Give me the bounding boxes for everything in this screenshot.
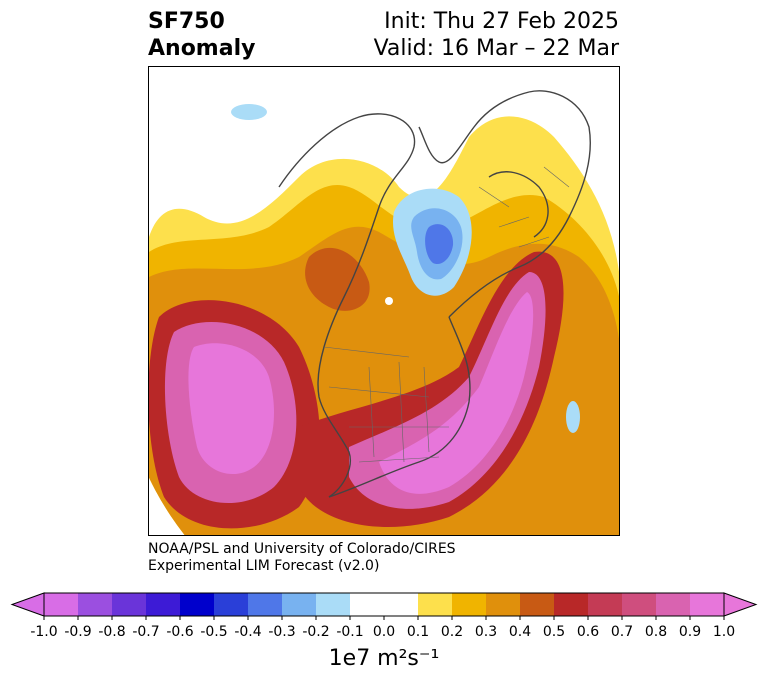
- colorbar-extend-low: [10, 592, 45, 617]
- colorbar-swatch: [214, 593, 249, 616]
- colorbar-tick-label: -0.3: [268, 624, 295, 640]
- colorbar-tick-label: 0.0: [373, 624, 395, 640]
- colorbar-tick-label: -0.7: [132, 624, 159, 640]
- colorbar-swatch: [554, 593, 589, 616]
- colorbar-swatch: [44, 593, 79, 616]
- colorbar-tick-label: 0.4: [509, 624, 531, 640]
- pole-marker: [385, 297, 393, 305]
- colorbar-swatch: [112, 593, 147, 616]
- colorbar-tick-label: 0.9: [679, 624, 701, 640]
- small-negative-anomaly: [566, 401, 580, 433]
- colorbar-tick-label: -0.4: [234, 624, 261, 640]
- colorbar-tick-label: -0.1: [336, 624, 363, 640]
- colorbar-tick-label: 1.0: [713, 624, 735, 640]
- forecast-dates: Init: Thu 27 Feb 2025 Valid: 16 Mar – 22…: [374, 8, 619, 62]
- north-negative-patch: [231, 104, 267, 120]
- colorbar-tick-label: 0.1: [407, 624, 429, 640]
- colorbar-swatch: [282, 593, 317, 616]
- anomaly-map: [149, 67, 619, 535]
- atlantic-positive-inner: [349, 272, 546, 509]
- colorbar-swatch: [316, 593, 351, 616]
- colorbar-units: 1e7 m²s⁻¹: [328, 646, 440, 671]
- init-date: Init: Thu 27 Feb 2025: [384, 9, 619, 34]
- atlantic-positive-core: [379, 292, 534, 494]
- colorbar: -1.0 -0.9 -0.8 -0.7 -0.6 -0.5 -0.4 -0.3 -0.2 -0.1…: [10, 592, 758, 640]
- colorbar-tick-label: -0.8: [98, 624, 125, 640]
- colorbar-swatch: [588, 593, 623, 616]
- colorbar-swatch: [486, 593, 521, 616]
- colorbar-tick-label: -0.6: [166, 624, 193, 640]
- arctic-negative-core: [425, 224, 454, 265]
- colorbar-swatch: [146, 593, 181, 616]
- positive-anomaly-05: [305, 247, 370, 311]
- colorbar-swatch: [690, 593, 725, 616]
- colorbar-tick-label: 0.8: [645, 624, 667, 640]
- colorbar-swatch: [622, 593, 657, 616]
- colorbar-extend-high: [723, 592, 758, 617]
- variable-label: SF750: [148, 9, 225, 34]
- pacific-positive-core: [188, 343, 274, 475]
- colorbar-swatch: [452, 593, 487, 616]
- colorbar-tick-label: 0.7: [611, 624, 633, 640]
- colorbar-tick-label: -0.9: [64, 624, 91, 640]
- credit-line-2: Experimental LIM Forecast (v2.0): [148, 558, 380, 574]
- map-panel: [148, 66, 620, 536]
- anomaly-label: Anomaly: [148, 36, 256, 61]
- colorbar-swatch: [180, 593, 215, 616]
- colorbar-swatch: [78, 593, 113, 616]
- credit-line-1: NOAA/PSL and University of Colorado/CIRE…: [148, 541, 456, 557]
- colorbar-tick-label: 0.5: [543, 624, 565, 640]
- colorbar-swatch: [520, 593, 555, 616]
- colorbar-swatch: [418, 593, 453, 616]
- colorbar-tick-label: -0.2: [302, 624, 329, 640]
- credit-text: NOAA/PSL and University of Colorado/CIRE…: [148, 541, 456, 575]
- coastlines: [278, 90, 591, 498]
- colorbar-tick-label: -0.5: [200, 624, 227, 640]
- colorbar-swatch: [350, 593, 385, 616]
- map-title: SF750 Anomaly: [148, 8, 255, 62]
- colorbar-tick-label: 0.2: [441, 624, 463, 640]
- colorbar-tick-label: -1.0: [30, 624, 57, 640]
- colorbar-swatch: [248, 593, 283, 616]
- colorbar-swatch: [656, 593, 691, 616]
- borders: [323, 166, 570, 463]
- colorbar-tick-label: 0.3: [475, 624, 497, 640]
- colorbar-tick-label: 0.6: [577, 624, 599, 640]
- valid-range: Valid: 16 Mar – 22 Mar: [373, 36, 619, 61]
- colorbar-swatch: [384, 593, 419, 616]
